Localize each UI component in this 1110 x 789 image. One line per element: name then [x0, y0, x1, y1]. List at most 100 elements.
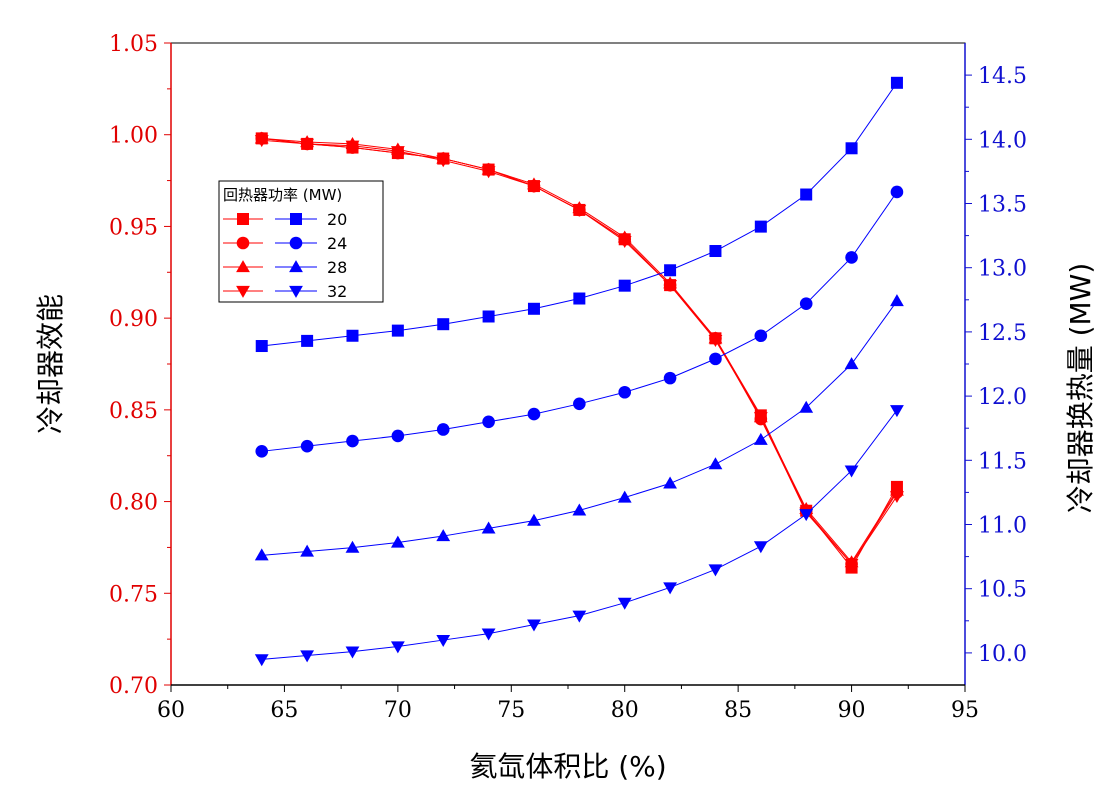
marker-triangle-down — [527, 180, 541, 193]
marker-circle — [709, 352, 722, 366]
legend-entries: 20 24 28 32 — [223, 210, 347, 301]
marker-triangle-up — [390, 535, 405, 548]
marker-square — [664, 264, 677, 277]
marker-triangle-down — [345, 646, 360, 659]
marker-circle — [799, 297, 813, 310]
marker-triangle-down — [572, 610, 587, 623]
x-tick-label: 70 — [384, 698, 412, 723]
legend-label: 20 — [327, 210, 347, 229]
y-left-tick-label: 0.90 — [109, 307, 158, 332]
marker-triangle-down — [300, 650, 315, 663]
marker-square — [255, 340, 268, 353]
marker-triangle-down — [617, 597, 632, 610]
marker-triangle-down — [390, 146, 405, 159]
marker-triangle-down — [844, 465, 859, 478]
marker-triangle-up — [254, 548, 269, 561]
marker-triangle-up — [436, 529, 451, 542]
marker-triangle-up — [289, 260, 303, 273]
marker-square — [890, 76, 903, 89]
y-right-tick-label: 10.5 — [978, 578, 1027, 603]
marker-triangle-up — [844, 357, 859, 370]
marker-square — [290, 213, 302, 225]
y-right-tick-label: 11.5 — [978, 449, 1027, 474]
marker-square — [346, 329, 359, 342]
y-left-tick-label: 1.05 — [109, 32, 158, 57]
marker-triangle-down — [572, 204, 587, 217]
marker-square — [709, 245, 722, 258]
marker-circle — [618, 385, 632, 399]
x-tick-label: 80 — [611, 698, 639, 723]
marker-triangle-up — [890, 294, 904, 307]
marker-triangle-up — [236, 260, 250, 273]
marker-triangle-up — [527, 513, 541, 526]
y-left-tick-label: 1.00 — [109, 124, 158, 149]
marker-circle — [300, 439, 314, 453]
marker-square — [800, 188, 813, 201]
y-right-tick-label: 12.0 — [978, 385, 1027, 410]
marker-triangle-up — [572, 503, 587, 516]
legend: 回热器功率 (MW) 20 24 28 32 — [218, 180, 384, 303]
marker-square — [301, 334, 314, 347]
marker-triangle-up — [617, 490, 632, 503]
marker-triangle-up — [345, 540, 360, 553]
y-right-tick-label: 10.0 — [978, 642, 1027, 667]
marker-square — [527, 302, 540, 315]
marker-triangle-down — [753, 412, 768, 425]
marker-triangle-up — [481, 521, 496, 534]
series-right-20 — [255, 76, 903, 353]
legend-label: 24 — [327, 234, 347, 253]
marker-triangle-down — [254, 135, 269, 148]
marker-square — [482, 310, 495, 323]
marker-circle — [754, 329, 768, 343]
marker-square — [237, 213, 249, 225]
plot-frame — [170, 42, 966, 686]
marker-circle — [255, 445, 269, 458]
marker-triangle-down — [617, 236, 632, 249]
marker-triangle-down — [236, 285, 250, 298]
marker-circle — [482, 415, 495, 429]
y-left-tick-label: 0.95 — [109, 215, 158, 240]
marker-circle — [236, 236, 250, 250]
marker-circle — [527, 407, 541, 421]
y-left-tick-label: 0.85 — [109, 399, 158, 424]
marker-square — [754, 220, 767, 233]
y-left-axis-title: 冷却器效能 — [34, 294, 67, 434]
marker-triangle-down — [527, 619, 541, 632]
marker-triangle-down — [390, 641, 405, 654]
marker-triangle-down — [799, 509, 814, 522]
y-right-tick-label: 11.0 — [978, 514, 1027, 539]
legend-title: 回热器功率 (MW) — [223, 186, 342, 204]
x-tick-label: 65 — [270, 698, 298, 723]
marker-triangle-up — [300, 544, 315, 557]
marker-triangle-up — [799, 400, 814, 413]
ticks: 60 65 70 75 80 85 90 95 0.70 0.75 0.80 0.85 0.90 0.95… — [109, 32, 1027, 723]
marker-square — [845, 142, 858, 155]
marker-circle — [436, 423, 450, 436]
marker-triangle-down — [289, 285, 303, 298]
marker-circle — [663, 371, 677, 385]
marker-triangle-down — [345, 140, 360, 153]
marker-triangle-down — [663, 280, 677, 293]
marker-triangle-down — [844, 558, 859, 571]
marker-triangle-down — [890, 490, 904, 503]
x-tick-label: 90 — [838, 698, 866, 723]
series-right-32 — [254, 405, 904, 667]
x-tick-label: 75 — [497, 698, 525, 723]
series-layer — [254, 76, 904, 667]
legend-label: 32 — [327, 282, 347, 301]
x-tick-label: 60 — [157, 698, 185, 723]
marker-square — [437, 318, 450, 331]
marker-triangle-up — [663, 476, 677, 489]
legend-label: 28 — [327, 258, 347, 277]
marker-triangle-down — [890, 405, 904, 418]
marker-circle — [346, 434, 359, 448]
y-right-axis-title: 冷却器换热量 (MW) — [1064, 263, 1097, 514]
marker-triangle-down — [436, 155, 451, 168]
y-right-tick-label: 13.0 — [978, 257, 1027, 282]
marker-triangle-up — [708, 457, 723, 470]
marker-triangle-down — [436, 634, 451, 647]
marker-circle — [845, 251, 858, 264]
x-axis-title: 氦氙体积比 (%) — [469, 750, 666, 783]
marker-triangle-down — [663, 582, 677, 595]
